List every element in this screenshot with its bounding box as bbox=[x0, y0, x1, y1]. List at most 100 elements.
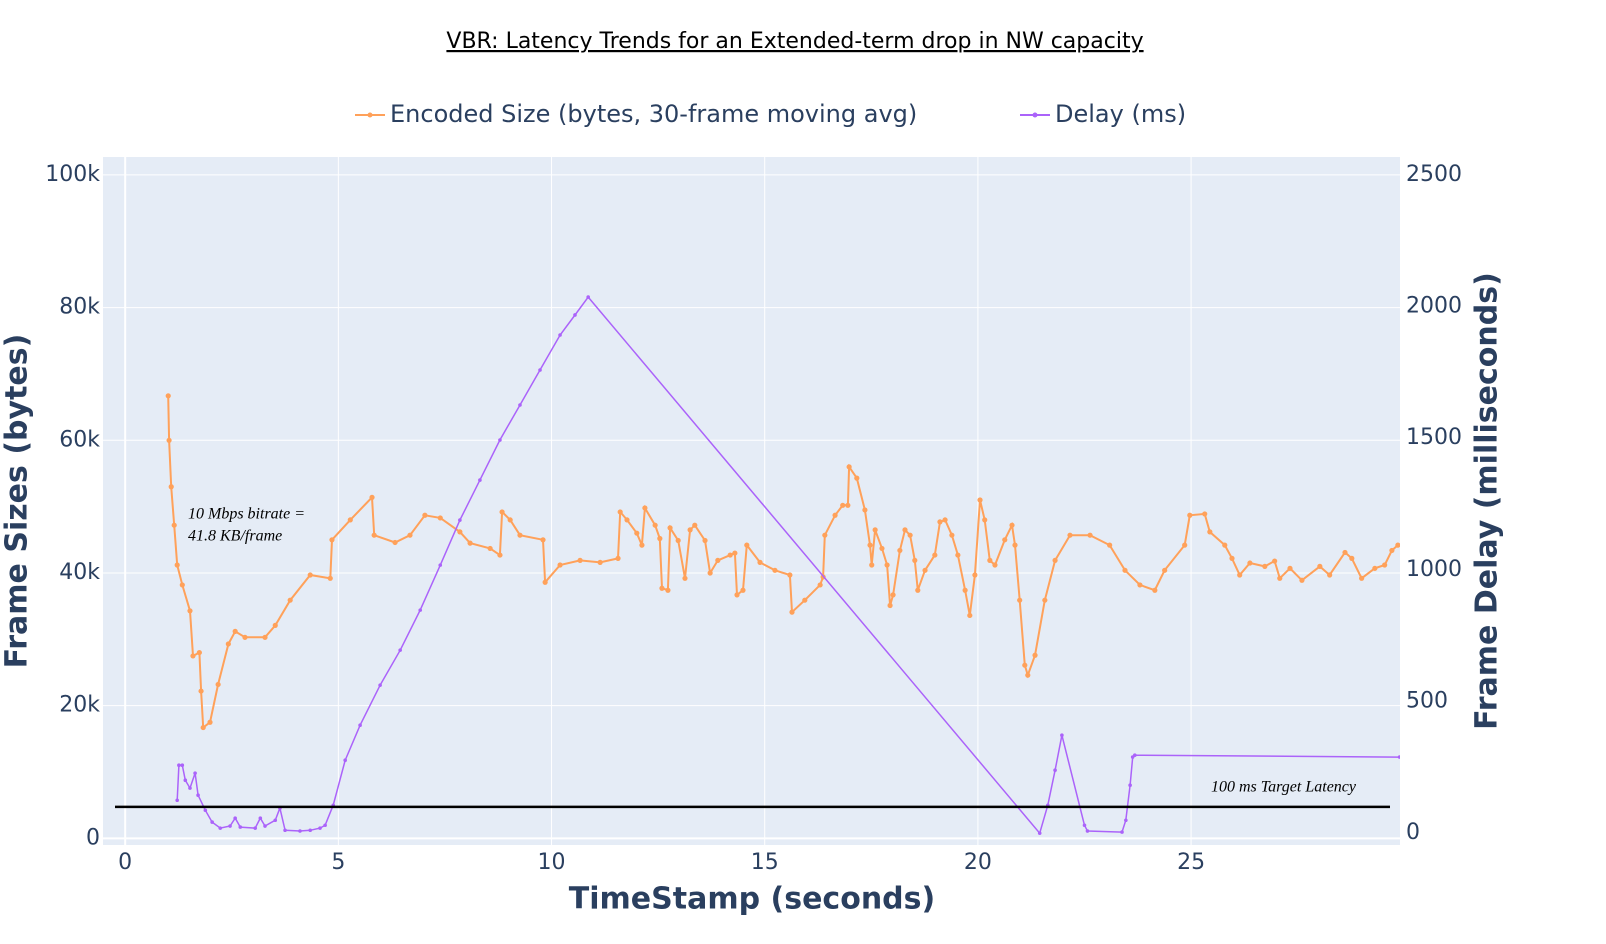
series-marker bbox=[232, 628, 238, 634]
series-marker bbox=[1122, 567, 1128, 573]
series-marker bbox=[228, 824, 232, 828]
series-marker bbox=[323, 823, 327, 828]
series-marker bbox=[955, 552, 961, 558]
series-marker bbox=[1272, 558, 1278, 564]
series-marker bbox=[867, 542, 873, 548]
series-marker bbox=[207, 719, 213, 725]
series-marker bbox=[1085, 829, 1090, 833]
series-marker bbox=[327, 575, 333, 581]
series-marker bbox=[518, 403, 522, 407]
y2-axis-title: Frame Delay (milliseconds) bbox=[1470, 272, 1505, 730]
x-tick-label: 15 bbox=[751, 850, 779, 875]
series-marker bbox=[1397, 755, 1400, 759]
series-marker bbox=[942, 517, 948, 523]
series-marker bbox=[1107, 542, 1113, 548]
series-marker bbox=[1327, 572, 1333, 578]
series-marker bbox=[407, 532, 413, 538]
series-marker bbox=[1247, 560, 1253, 566]
series-marker bbox=[1053, 768, 1057, 773]
series-marker bbox=[418, 608, 423, 612]
series-marker bbox=[1087, 532, 1093, 538]
series-marker bbox=[1082, 823, 1087, 828]
series-marker bbox=[1120, 830, 1124, 834]
plot-background bbox=[103, 157, 1400, 845]
series-marker bbox=[932, 552, 938, 558]
series-marker bbox=[1202, 511, 1208, 517]
series-marker bbox=[887, 602, 893, 609]
series-marker bbox=[1317, 563, 1323, 569]
y2-tick-label: 500 bbox=[1406, 689, 1448, 714]
series-marker bbox=[1037, 831, 1042, 835]
series-marker bbox=[692, 522, 698, 528]
series-marker bbox=[1395, 542, 1400, 548]
series-marker bbox=[845, 502, 851, 508]
series-marker bbox=[1009, 522, 1015, 528]
series-marker bbox=[1052, 557, 1058, 563]
series-marker bbox=[225, 641, 231, 647]
y-tick-label: 80k bbox=[59, 295, 100, 320]
series-marker bbox=[1237, 572, 1243, 578]
series-marker bbox=[1067, 532, 1073, 538]
series-marker bbox=[732, 550, 738, 556]
series-marker bbox=[273, 818, 278, 823]
series-marker bbox=[343, 758, 347, 763]
x-tick-label: 10 bbox=[538, 850, 566, 875]
series-marker bbox=[879, 545, 885, 552]
series-marker bbox=[573, 313, 577, 317]
series-marker bbox=[478, 478, 482, 482]
series-marker bbox=[258, 816, 263, 820]
y2-tick-label: 2500 bbox=[1406, 162, 1462, 187]
series-marker bbox=[507, 517, 513, 523]
series-marker bbox=[872, 527, 878, 533]
plot-marks bbox=[165, 295, 1400, 835]
y-axis-title: Frame Sizes (bytes) bbox=[0, 334, 35, 669]
series-marker bbox=[787, 572, 793, 578]
series-marker bbox=[1022, 662, 1028, 668]
y-tick-label: 0 bbox=[86, 825, 100, 850]
series-marker bbox=[457, 529, 463, 535]
series-marker bbox=[1032, 652, 1038, 658]
series-marker bbox=[832, 512, 838, 518]
series-marker bbox=[682, 575, 688, 581]
series-marker bbox=[1382, 562, 1388, 568]
series-marker bbox=[497, 552, 503, 558]
legend-label: Encoded Size (bytes, 30-frame moving avg… bbox=[390, 100, 917, 128]
series-marker bbox=[179, 582, 185, 588]
series-marker bbox=[458, 518, 462, 522]
series-marker bbox=[967, 612, 973, 619]
series-marker bbox=[1389, 547, 1395, 554]
series-marker bbox=[196, 793, 200, 798]
series-marker bbox=[1042, 597, 1048, 603]
series-marker bbox=[744, 542, 750, 548]
series-marker bbox=[467, 540, 473, 546]
series-marker bbox=[665, 587, 671, 593]
series-marker bbox=[1152, 587, 1158, 593]
annotation: 10 Mbps bitrate = bbox=[188, 506, 305, 523]
legend-label: Delay (ms) bbox=[1055, 100, 1186, 128]
series-marker bbox=[437, 515, 443, 521]
series-marker bbox=[1222, 542, 1228, 548]
series-marker bbox=[977, 497, 983, 503]
series-marker bbox=[757, 559, 763, 565]
series-marker bbox=[822, 532, 828, 538]
series-marker bbox=[869, 562, 875, 568]
series-marker bbox=[1299, 577, 1305, 583]
series-marker bbox=[538, 368, 542, 372]
series-marker bbox=[242, 634, 248, 640]
series-marker bbox=[183, 778, 188, 783]
chart-title: VBR: Latency Trends for an Extended-term… bbox=[446, 29, 1143, 54]
x-tick-label: 5 bbox=[331, 850, 345, 875]
series-marker bbox=[846, 464, 852, 470]
series-marker bbox=[789, 609, 795, 615]
series-marker bbox=[707, 570, 713, 576]
series-marker bbox=[1287, 565, 1293, 571]
series-marker bbox=[188, 786, 192, 790]
series-marker bbox=[193, 771, 197, 775]
series-marker bbox=[1017, 597, 1023, 603]
series-marker bbox=[639, 542, 645, 548]
series-marker bbox=[907, 532, 913, 538]
series-marker bbox=[1124, 818, 1128, 823]
series-marker bbox=[1372, 565, 1378, 571]
series-marker bbox=[287, 597, 293, 603]
